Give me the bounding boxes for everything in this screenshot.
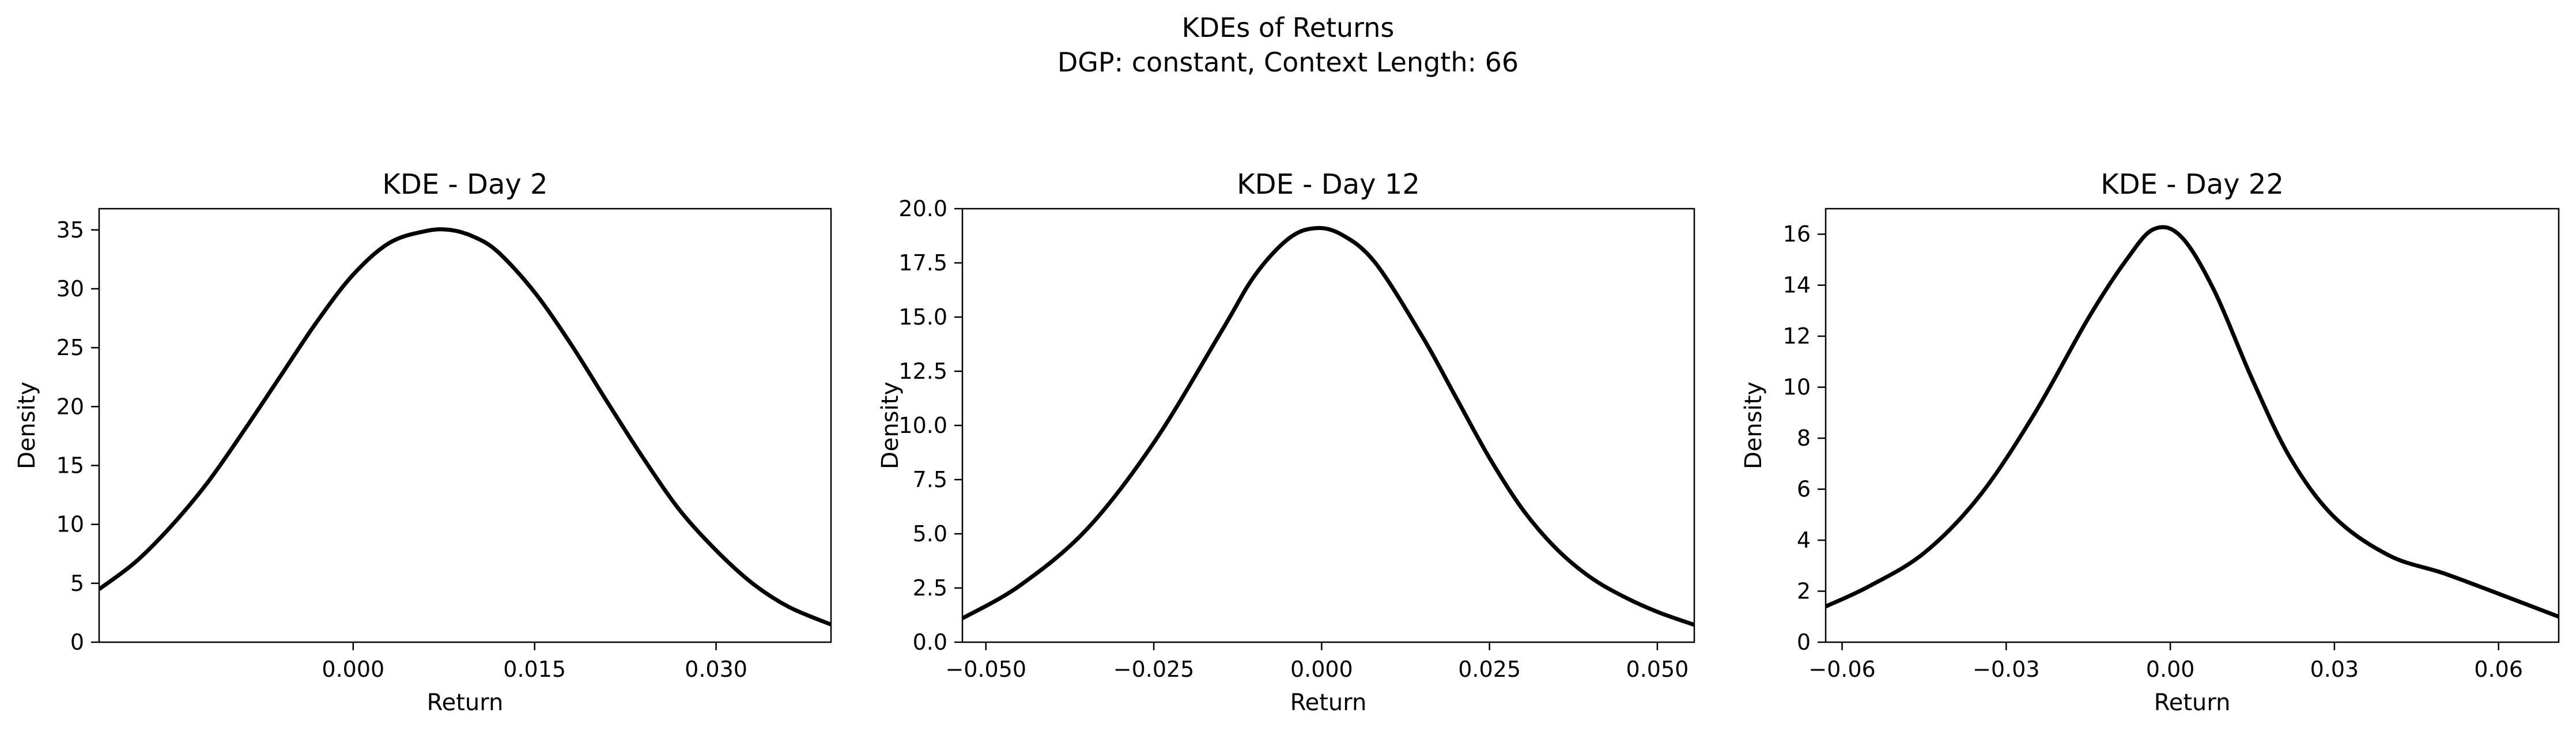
y-tick-label: 10 xyxy=(1783,375,1811,400)
y-tick-label: 10 xyxy=(56,512,84,537)
y-tick-label: 30 xyxy=(56,276,84,301)
x-tick-label: 0.00 xyxy=(2146,657,2195,682)
y-tick-label: 5 xyxy=(70,571,84,596)
x-tick-label: 0.000 xyxy=(322,657,384,682)
y-tick-label: 0 xyxy=(70,630,84,655)
y-tick-label: 16 xyxy=(1783,221,1811,247)
y-tick-label: 5.0 xyxy=(913,521,947,546)
x-tick-label: −0.03 xyxy=(1973,657,2039,682)
x-axis-label: Return xyxy=(427,689,504,716)
y-tick-label: 0.0 xyxy=(913,630,947,655)
panel-title: KDE - Day 22 xyxy=(2101,168,2284,201)
x-tick-label: 0.050 xyxy=(1626,657,1689,682)
y-tick-label: 7.5 xyxy=(913,467,947,492)
axes-frame xyxy=(98,208,832,643)
panel-title: KDE - Day 12 xyxy=(1237,168,1420,201)
y-tick-label: 0 xyxy=(1797,630,1811,655)
x-tick-label: 0.06 xyxy=(2474,657,2523,682)
y-tick-label: 12.5 xyxy=(898,359,947,384)
x-axis-label: Return xyxy=(2154,689,2231,716)
y-tick-label: 20.0 xyxy=(898,196,947,221)
x-tick-label: 0.025 xyxy=(1458,657,1521,682)
figure-title-line-2: DGP: constant, Context Length: 66 xyxy=(1057,47,1519,78)
x-axis-label: Return xyxy=(1290,689,1367,716)
kde-curve xyxy=(1826,225,2559,619)
x-tick-label: −0.06 xyxy=(1808,657,1875,682)
x-tick-label: −0.025 xyxy=(1113,657,1195,682)
y-tick-label: 15.0 xyxy=(898,304,947,330)
y-tick-label: 25 xyxy=(56,335,84,360)
y-tick-label: 8 xyxy=(1797,425,1811,451)
kde-curve xyxy=(962,226,1694,627)
panel-title: KDE - Day 2 xyxy=(382,168,547,201)
x-tick-label: 0.03 xyxy=(2310,657,2359,682)
y-tick-label: 6 xyxy=(1797,477,1811,502)
axes-frame xyxy=(1825,208,2560,643)
y-axis-label: Density xyxy=(1740,382,1767,469)
figure-title: KDEs of Returns DGP: constant, Context L… xyxy=(0,10,2576,80)
y-tick-label: 17.5 xyxy=(898,250,947,276)
x-tick-label: −0.050 xyxy=(945,657,1026,682)
figure-title-line-1: KDEs of Returns xyxy=(1181,12,1395,43)
y-tick-label: 35 xyxy=(56,217,84,243)
axes-frame xyxy=(961,208,1695,643)
y-tick-label: 2 xyxy=(1797,579,1811,604)
y-tick-label: 2.5 xyxy=(913,575,947,601)
kde-panel-1: 0.000 0.015 0.030 0 5 10 15 20 25 30 35 KDE - Day 2… xyxy=(14,168,832,716)
y-tick-label: 4 xyxy=(1797,527,1811,553)
y-tick-label: 20 xyxy=(56,394,84,419)
x-tick-label: 0.000 xyxy=(1290,657,1353,682)
x-tick-label: 0.030 xyxy=(685,657,747,682)
x-tick-label: 0.015 xyxy=(503,657,566,682)
y-tick-label: 14 xyxy=(1783,273,1811,298)
y-tick-label: 12 xyxy=(1783,323,1811,349)
y-tick-label: 15 xyxy=(56,453,84,478)
y-axis-label: Density xyxy=(877,382,904,469)
y-tick-label: 10.0 xyxy=(898,413,947,438)
y-axis-label: Density xyxy=(14,382,40,469)
kde-panel-2: −0.050 −0.025 0.000 0.025 0.050 0.0 2.5 5.0 7.5 1… xyxy=(877,168,1695,716)
kde-curve xyxy=(99,227,831,627)
kde-panel-3: −0.06 −0.03 0.00 0.03 0.06 0 2 4 6 8 10 12 14 16 KDE -… xyxy=(1740,168,2560,716)
